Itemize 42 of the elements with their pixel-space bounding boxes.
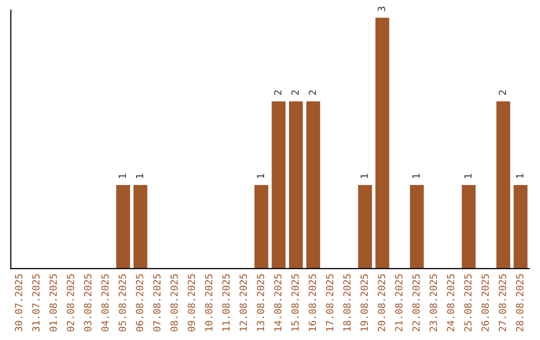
data-label: 1 [136, 174, 144, 178]
x-tick-label: 16.08.2025 [308, 274, 316, 331]
x-tick-label: 03.08.2025 [84, 274, 92, 332]
x-tick-label: 11.08.2025 [222, 274, 230, 331]
data-label: 1 [412, 174, 420, 178]
data-label: 1 [118, 174, 126, 178]
x-tick-label: 10.08.2025 [205, 274, 212, 331]
x-tick-label: 01.08.2025 [49, 274, 57, 332]
x-tick-label: 19.08.2025 [360, 274, 368, 331]
x-tick-label: 27.08.2025 [498, 274, 506, 332]
data-label: 1 [360, 174, 368, 178]
x-tick-label: 30.07.2025 [14, 274, 22, 332]
x-tick-label: 12.08.2025 [240, 274, 247, 331]
x-tick-label: 02.08.2025 [66, 274, 74, 332]
x-tick-label: 28.08.2025 [516, 274, 524, 332]
x-tick-label: 24.08.2025 [446, 274, 454, 332]
x-tick-label: 25.08.2025 [464, 274, 472, 332]
x-tick-label: 22.08.2025 [412, 274, 420, 332]
x-tick-label: 17.08.2025 [326, 274, 334, 331]
data-label: 2 [291, 90, 299, 95]
x-tick-label: 05.08.2025 [118, 274, 126, 332]
x-tick-label: 13.08.2025 [256, 274, 264, 331]
x-tick-label: 15.08.2025 [291, 274, 299, 331]
data-label: 1 [256, 174, 264, 178]
x-tick-label: 09.08.2025 [188, 274, 196, 332]
x-tick-label: 21.08.2025 [395, 274, 402, 332]
x-tick-label: 06.08.2025 [136, 274, 144, 332]
x-tick-label: 04.08.2025 [101, 274, 109, 332]
x-tick-label: 14.08.2025 [274, 274, 282, 331]
x-tick-label: 18.08.2025 [343, 274, 351, 331]
x-tick-label: 08.08.2025 [170, 274, 178, 332]
data-label: 2 [274, 90, 282, 95]
data-label: 2 [308, 90, 316, 95]
x-tick-label: 23.08.2025 [430, 274, 438, 332]
x-tick-label: 20.08.2025 [378, 274, 386, 332]
data-label: 2 [498, 90, 506, 95]
x-tick-label: 26.08.2025 [481, 274, 489, 332]
data-label: 1 [464, 174, 472, 178]
data-label: 1 [516, 174, 524, 178]
x-tick-label: 07.08.2025 [153, 274, 161, 332]
x-tick-label: 31.07.2025 [32, 274, 40, 332]
data-label: 3 [378, 6, 386, 12]
